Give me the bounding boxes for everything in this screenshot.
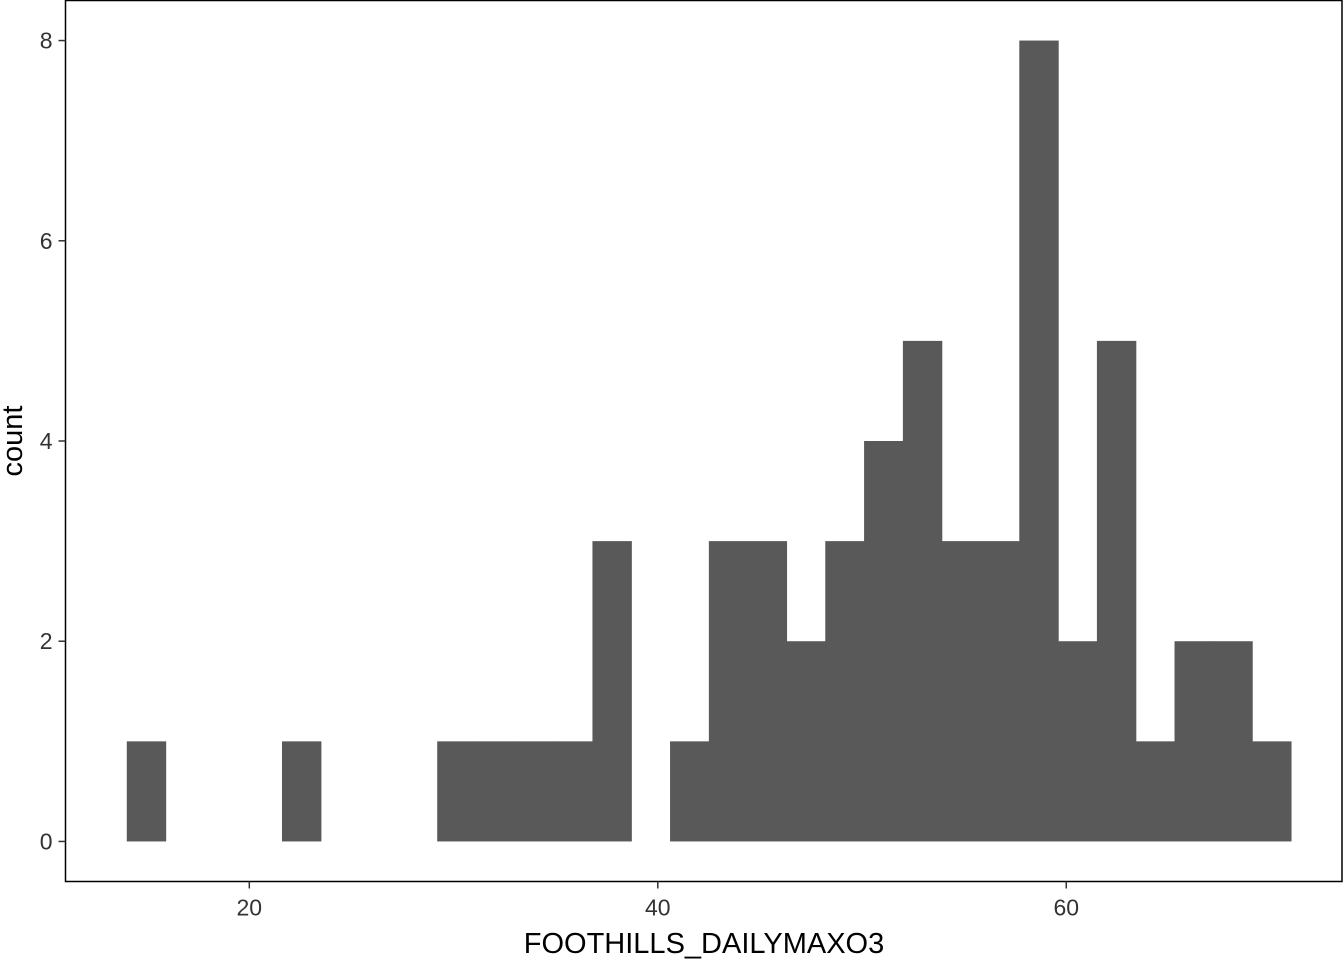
x-tick-label: 60 [1053,895,1079,921]
histogram-bar [708,541,749,842]
histogram-bar [514,741,555,842]
histogram-bar [980,541,1020,842]
histogram-bar [281,741,322,842]
x-axis: 20 40 60 [237,881,1079,921]
histogram-bar [437,741,477,842]
histogram-bar [941,541,982,842]
histogram-bars [126,40,1292,842]
y-tick-label: 2 [40,628,53,654]
histogram-bar [1096,340,1137,842]
histogram-bar [670,741,710,842]
y-tick-label: 6 [40,228,53,254]
histogram-bar [592,541,632,842]
histogram-bar [1213,641,1253,842]
histogram-bar [1019,40,1059,842]
histogram-bar [1174,641,1214,842]
histogram-bar [864,441,904,842]
histogram-bar [1058,641,1098,842]
y-tick-label: 4 [40,428,53,454]
histogram-bar [825,541,865,842]
histogram-bar [747,541,788,842]
y-tick-label: 8 [40,28,53,54]
histogram-bar [902,340,943,842]
histogram-bar [1252,741,1292,842]
x-tick-label: 20 [237,895,263,921]
x-tick-label: 40 [645,895,671,921]
histogram-bar [553,741,594,842]
histogram-bar [126,741,167,842]
x-axis-title: FOOTHILLS_DAILYMAXO3 [524,928,884,960]
y-tick-label: 0 [40,828,53,854]
y-axis-title: count [0,406,29,477]
y-axis: 0 2 4 6 8 [40,28,66,854]
histogram-bar [476,741,516,842]
histogram-bar [786,641,826,842]
histogram-bar [1135,741,1176,842]
